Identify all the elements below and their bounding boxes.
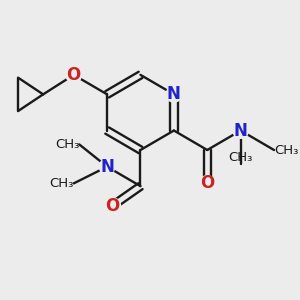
Circle shape	[233, 123, 248, 138]
Text: O: O	[67, 66, 81, 84]
Text: CH₃: CH₃	[55, 138, 79, 151]
Text: N: N	[234, 122, 248, 140]
Text: N: N	[167, 85, 181, 103]
Circle shape	[66, 67, 82, 83]
Text: O: O	[106, 196, 120, 214]
Text: O: O	[200, 174, 214, 192]
Text: CH₃: CH₃	[274, 143, 298, 157]
Text: CH₃: CH₃	[229, 151, 253, 164]
Text: CH₃: CH₃	[50, 177, 74, 190]
Circle shape	[200, 176, 215, 191]
Circle shape	[166, 87, 182, 102]
Circle shape	[99, 159, 115, 175]
Circle shape	[105, 198, 121, 213]
Text: N: N	[100, 158, 114, 176]
